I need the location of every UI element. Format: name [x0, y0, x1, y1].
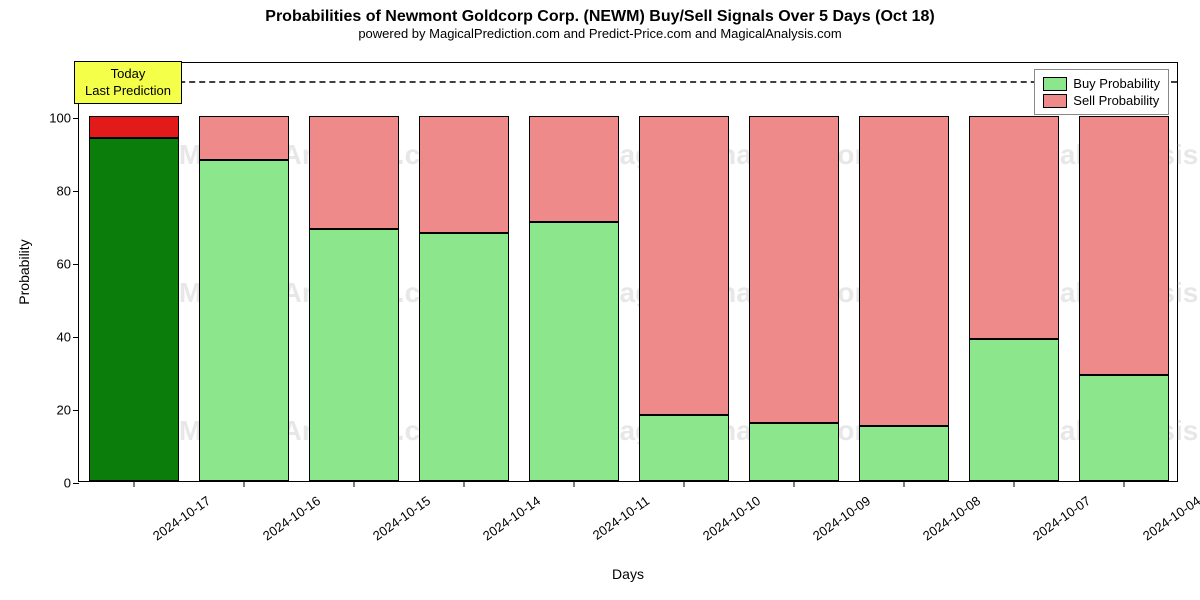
xtick-label: 2024-10-08	[920, 493, 983, 543]
xtick-mark	[574, 481, 575, 487]
ytick-label: 40	[57, 329, 79, 344]
bar-segment-sell	[199, 116, 289, 160]
bar-segment-sell	[749, 116, 839, 423]
ytick-label: 80	[57, 183, 79, 198]
ytick-label: 0	[64, 476, 79, 491]
bar-segment-sell	[639, 116, 729, 415]
bar-segment-sell	[859, 116, 949, 426]
xtick-mark	[1014, 481, 1015, 487]
bar-segment-buy	[859, 426, 949, 481]
legend: Buy Probability Sell Probability	[1034, 69, 1169, 115]
legend-item: Buy Probability	[1043, 76, 1160, 91]
bar-segment-buy	[1079, 375, 1169, 481]
chart-subtitle: powered by MagicalPrediction.com and Pre…	[12, 26, 1188, 41]
legend-label: Sell Probability	[1073, 93, 1159, 108]
x-axis-label: Days	[612, 566, 644, 582]
bar-slot	[199, 61, 289, 481]
bar-slot	[309, 61, 399, 481]
bar-segment-sell	[419, 116, 509, 233]
xtick-label: 2024-10-11	[590, 493, 652, 543]
bar-slot	[749, 61, 839, 481]
xtick-mark	[244, 481, 245, 487]
chart-title: Probabilities of Newmont Goldcorp Corp. …	[12, 8, 1188, 26]
xtick-label: 2024-10-16	[260, 493, 323, 543]
annotation-line1: Today	[85, 66, 171, 82]
bar-segment-sell	[1079, 116, 1169, 375]
plot-area: MagicalAnalysis.comMagicalAnalysis.comMa…	[78, 62, 1178, 482]
xtick-mark	[464, 481, 465, 487]
ytick-label: 60	[57, 256, 79, 271]
xtick-mark	[794, 481, 795, 487]
legend-label: Buy Probability	[1073, 76, 1160, 91]
bar-slot	[1079, 61, 1169, 481]
xtick-mark	[684, 481, 685, 487]
bar-segment-buy	[89, 138, 179, 481]
legend-swatch	[1043, 77, 1067, 91]
chart-container: Probabilities of Newmont Goldcorp Corp. …	[0, 0, 1200, 600]
xtick-label: 2024-10-10	[700, 493, 763, 543]
xtick-mark	[1124, 481, 1125, 487]
bar-segment-sell	[969, 116, 1059, 339]
bar-slot	[859, 61, 949, 481]
xtick-label: 2024-10-09	[810, 493, 873, 543]
bar-slot	[419, 61, 509, 481]
annotation-line2: Last Prediction	[85, 83, 171, 99]
bar-segment-buy	[529, 222, 619, 481]
bar-segment-buy	[969, 339, 1059, 481]
bar-segment-sell	[89, 116, 179, 138]
bars-container	[79, 63, 1177, 481]
xtick-mark	[904, 481, 905, 487]
y-axis-label: Probability	[16, 239, 32, 304]
legend-swatch	[1043, 94, 1067, 108]
bar-segment-buy	[419, 233, 509, 481]
xtick-label: 2024-10-04	[1140, 493, 1200, 543]
xtick-label: 2024-10-15	[370, 493, 433, 543]
bar-segment-buy	[309, 229, 399, 481]
xtick-label: 2024-10-07	[1030, 493, 1093, 543]
ytick-label: 100	[49, 110, 79, 125]
bar-slot	[89, 61, 179, 481]
bar-segment-buy	[749, 423, 839, 481]
bar-segment-buy	[639, 415, 729, 481]
bar-slot	[969, 61, 1059, 481]
bar-slot	[529, 61, 619, 481]
xtick-label: 2024-10-14	[480, 493, 543, 543]
legend-item: Sell Probability	[1043, 93, 1160, 108]
bar-segment-sell	[309, 116, 399, 229]
bar-segment-sell	[529, 116, 619, 222]
xtick-mark	[134, 481, 135, 487]
ytick-label: 20	[57, 402, 79, 417]
xtick-label: 2024-10-17	[150, 493, 213, 543]
bar-slot	[639, 61, 729, 481]
reference-line	[79, 81, 1177, 83]
today-annotation: Today Last Prediction	[74, 61, 182, 104]
bar-segment-buy	[199, 160, 289, 481]
xtick-mark	[354, 481, 355, 487]
